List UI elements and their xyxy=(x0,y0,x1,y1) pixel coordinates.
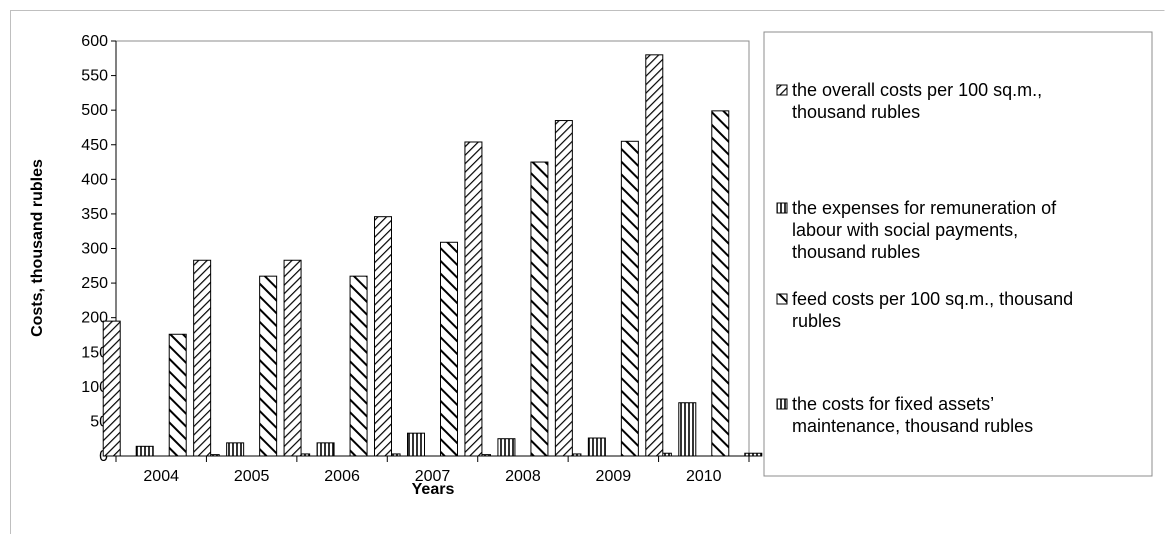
bar-s2-2004 xyxy=(135,445,154,457)
y-tick-label: 250 xyxy=(81,275,108,292)
bar-s3-2008 xyxy=(530,161,549,457)
legend-label-4: the costs for fixed assets’ maintenance, … xyxy=(792,394,1033,436)
x-tick-label: 2007 xyxy=(415,468,451,485)
legend-label-1: the overall costs per 100 sq.m., thousand… xyxy=(792,80,1042,122)
y-tick-label: 500 xyxy=(81,102,108,119)
y-tick-label: 100 xyxy=(81,379,108,396)
x-tick-label: 2009 xyxy=(596,468,632,485)
legend-swatch-1 xyxy=(776,84,788,96)
bar-s3-2005 xyxy=(259,275,278,457)
bar-s1-2009 xyxy=(554,120,573,457)
y-tick-label: 350 xyxy=(81,206,108,223)
legend-swatch-2 xyxy=(776,202,788,214)
bar-s3-2006 xyxy=(349,275,368,457)
x-tick-label: 2006 xyxy=(324,468,360,485)
y-tick-label: 600 xyxy=(81,33,108,50)
x-axis-title: Years xyxy=(412,481,455,498)
bar-s2-2005 xyxy=(226,442,245,457)
bar-s1-2007 xyxy=(374,216,392,457)
bars xyxy=(102,54,763,457)
x-tick-label: 2004 xyxy=(143,468,179,485)
bar-s3-2009 xyxy=(620,140,639,457)
bar-s1-2006 xyxy=(283,259,302,457)
legend-label-2: the expenses for remuneration of labour w… xyxy=(792,198,1057,262)
bar-s3-2007 xyxy=(440,241,458,457)
y-tick-label: 300 xyxy=(81,241,108,258)
y-tick-label: 450 xyxy=(81,137,108,154)
legend-swatch-3 xyxy=(776,293,788,305)
y-tick-label: 200 xyxy=(81,310,108,327)
bar-s2-2006 xyxy=(316,442,335,457)
y-tick-label: 550 xyxy=(81,68,108,85)
bar-s1-2004 xyxy=(102,320,121,457)
legend-swatch-4 xyxy=(776,398,788,410)
bar-s2-2010 xyxy=(678,402,697,457)
y-tick-label: 150 xyxy=(81,344,108,361)
bar-s1-2005 xyxy=(193,259,212,457)
bar-s4-2010 xyxy=(744,452,763,457)
bar-s1-2008 xyxy=(464,141,483,457)
x-axis: 2004 2005 2006 2007 2008 2009 2010 xyxy=(115,455,750,485)
y-axis: 050100150200250300350400450500550600 xyxy=(81,33,117,465)
y-tick-label: 400 xyxy=(81,171,108,188)
x-tick-label: 2005 xyxy=(234,468,270,485)
chart-border xyxy=(10,10,1165,534)
bar-s3-2010 xyxy=(711,110,730,457)
x-tick-label: 2010 xyxy=(686,468,722,485)
legend-box xyxy=(763,31,1153,477)
bar-s3-2004 xyxy=(168,333,187,457)
bar-s2-2009 xyxy=(587,437,606,457)
y-axis-title: Costs, thousand rubles xyxy=(29,159,46,337)
bar-s2-2007 xyxy=(407,432,425,457)
legend: the overall costs per 100 sq.m., thousand… xyxy=(776,80,1073,436)
legend-label-3: feed costs per 100 sq.m., thousand rubles xyxy=(792,289,1073,331)
bar-s2-2008 xyxy=(497,438,516,457)
x-tick-label: 2008 xyxy=(505,468,541,485)
bar-s1-2010 xyxy=(645,54,664,457)
